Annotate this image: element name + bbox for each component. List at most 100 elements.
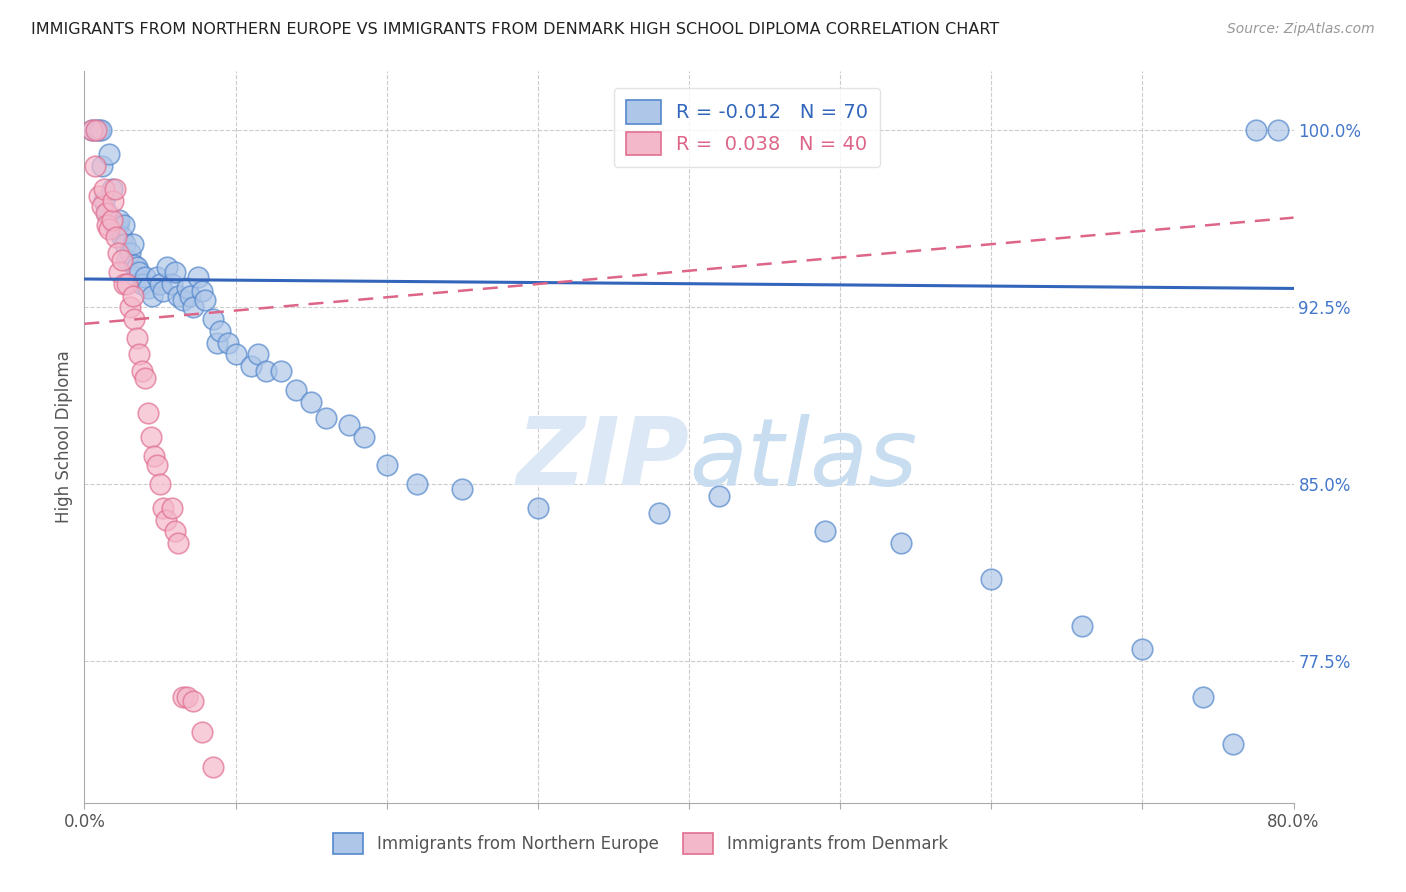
Point xyxy=(121,236,143,251)
Point xyxy=(128,265,150,279)
Point xyxy=(112,277,135,291)
Point xyxy=(406,477,429,491)
Point xyxy=(146,458,169,473)
Point xyxy=(100,213,122,227)
Point xyxy=(890,536,912,550)
Point xyxy=(1244,123,1267,137)
Point xyxy=(112,218,135,232)
Point xyxy=(105,229,128,244)
Point xyxy=(111,229,134,244)
Point xyxy=(134,269,156,284)
Point xyxy=(115,253,138,268)
Point xyxy=(201,760,224,774)
Point xyxy=(191,725,214,739)
Point xyxy=(139,430,162,444)
Point xyxy=(93,194,115,208)
Point xyxy=(814,524,837,539)
Point xyxy=(136,281,159,295)
Text: ZIP: ZIP xyxy=(516,413,689,505)
Point xyxy=(127,331,149,345)
Point xyxy=(225,347,247,361)
Point xyxy=(156,260,179,275)
Point xyxy=(136,407,159,421)
Point xyxy=(100,182,122,196)
Point xyxy=(127,260,149,275)
Point xyxy=(111,253,134,268)
Point xyxy=(315,411,337,425)
Point xyxy=(709,489,731,503)
Point xyxy=(165,265,187,279)
Point xyxy=(104,182,127,196)
Point xyxy=(155,513,177,527)
Point xyxy=(125,269,148,284)
Point xyxy=(152,500,174,515)
Point xyxy=(181,301,204,315)
Point xyxy=(149,477,172,491)
Point xyxy=(375,458,398,473)
Point xyxy=(108,213,131,227)
Point xyxy=(165,524,187,539)
Text: IMMIGRANTS FROM NORTHERN EUROPE VS IMMIGRANTS FROM DENMARK HIGH SCHOOL DIPLOMA C: IMMIGRANTS FROM NORTHERN EUROPE VS IMMIG… xyxy=(31,22,1000,37)
Point xyxy=(146,269,169,284)
Point xyxy=(80,123,103,137)
Point xyxy=(207,335,229,350)
Point xyxy=(101,194,124,208)
Point xyxy=(247,347,270,361)
Point xyxy=(131,364,153,378)
Point xyxy=(299,394,322,409)
Legend: Immigrants from Northern Europe, Immigrants from Denmark: Immigrants from Northern Europe, Immigra… xyxy=(326,827,955,860)
Point xyxy=(167,536,190,550)
Point xyxy=(90,123,112,137)
Point xyxy=(167,288,190,302)
Point xyxy=(217,335,239,350)
Point xyxy=(194,293,217,308)
Point xyxy=(176,690,198,704)
Point xyxy=(1222,737,1244,751)
Point xyxy=(80,123,103,137)
Point xyxy=(134,371,156,385)
Point xyxy=(191,284,214,298)
Point xyxy=(1192,690,1215,704)
Text: atlas: atlas xyxy=(689,414,917,505)
Point xyxy=(353,430,375,444)
Point xyxy=(94,206,117,220)
Point xyxy=(97,222,120,236)
Text: Source: ZipAtlas.com: Source: ZipAtlas.com xyxy=(1227,22,1375,37)
Point xyxy=(91,199,114,213)
Point xyxy=(91,159,114,173)
Point xyxy=(89,123,111,137)
Point xyxy=(285,383,308,397)
Point xyxy=(187,269,209,284)
Point xyxy=(108,265,131,279)
Point xyxy=(115,277,138,291)
Point xyxy=(1267,123,1289,137)
Point xyxy=(141,288,163,302)
Point xyxy=(96,206,118,220)
Point xyxy=(122,258,145,272)
Point xyxy=(181,694,204,708)
Y-axis label: High School Diploma: High School Diploma xyxy=(55,351,73,524)
Point xyxy=(96,218,118,232)
Point xyxy=(97,147,120,161)
Point xyxy=(451,482,474,496)
Point xyxy=(254,364,277,378)
Point xyxy=(86,123,108,137)
Point xyxy=(114,236,136,251)
Point xyxy=(93,182,115,196)
Point xyxy=(527,500,550,515)
Point xyxy=(1071,619,1094,633)
Point xyxy=(131,277,153,291)
Point xyxy=(84,159,107,173)
Point xyxy=(1130,642,1153,657)
Point xyxy=(270,364,292,378)
Point xyxy=(152,284,174,298)
Point xyxy=(104,218,127,232)
Point xyxy=(239,359,262,374)
Point xyxy=(122,312,145,326)
Point xyxy=(172,690,194,704)
Point xyxy=(142,449,165,463)
Point xyxy=(172,293,194,308)
Point xyxy=(179,288,201,302)
Point xyxy=(86,123,108,137)
Point xyxy=(160,500,183,515)
